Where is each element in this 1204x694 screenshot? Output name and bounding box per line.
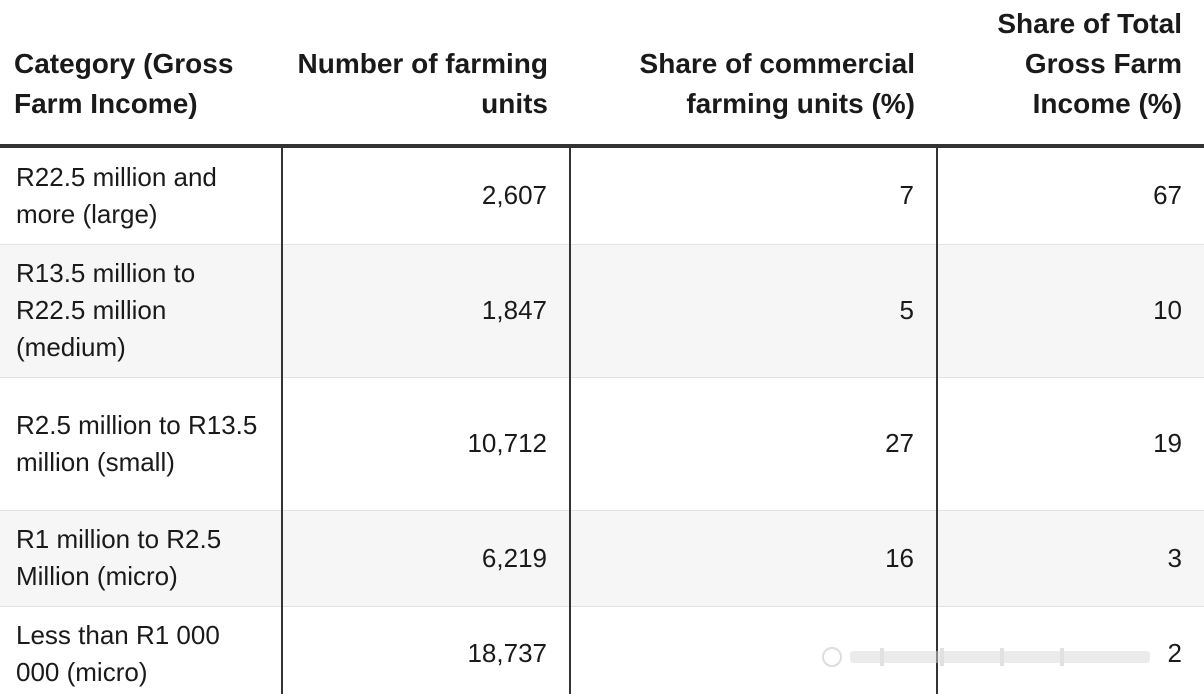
header-category: Category (Gross Farm Income) (0, 0, 282, 148)
header-share-gross-income: Share of Total Gross Farm Income (%) (937, 0, 1204, 148)
cell-units: 18,737 (282, 606, 571, 694)
table-row: R13.5 million to R22.5 million (medium) … (0, 244, 1204, 378)
table-row: R22.5 million and more (large) 2,607 7 6… (0, 146, 1204, 245)
cell-category: R1 million to R2.5 Million (micro) (0, 510, 283, 607)
cell-share-units: 27 (570, 377, 938, 511)
cell-units: 2,607 (282, 146, 571, 245)
cell-share-units (570, 606, 938, 694)
cell-units: 10,712 (282, 377, 571, 511)
cell-share-income: 2 (937, 606, 1204, 694)
table-row: R2.5 million to R13.5 million (small) 10… (0, 377, 1204, 511)
header-row: Category (Gross Farm Income) Number of f… (0, 0, 1204, 148)
cell-category: R2.5 million to R13.5 million (small) (0, 377, 283, 511)
watermark-logo (822, 647, 1150, 667)
cell-share-income: 10 (937, 244, 1204, 378)
table-row: R1 million to R2.5 Million (micro) 6,219… (0, 510, 1204, 607)
cell-share-units: 7 (570, 146, 938, 245)
cell-category: R22.5 million and more (large) (0, 146, 283, 245)
cell-share-units: 5 (570, 244, 938, 378)
cell-category: R13.5 million to R22.5 million (medium) (0, 244, 283, 378)
header-share-commercial-units: Share of commercial farming units (%) (570, 0, 937, 148)
table-row: Less than R1 000 000 (micro) 18,737 2 (0, 606, 1204, 694)
cell-share-income: 67 (937, 146, 1204, 245)
cell-units: 1,847 (282, 244, 571, 378)
cell-share-income: 3 (937, 510, 1204, 607)
cell-category: Less than R1 000 000 (micro) (0, 606, 283, 694)
header-number-of-units: Number of farming units (282, 0, 570, 148)
cell-units: 6,219 (282, 510, 571, 607)
cell-share-income: 19 (937, 377, 1204, 511)
cell-share-units: 16 (570, 510, 938, 607)
